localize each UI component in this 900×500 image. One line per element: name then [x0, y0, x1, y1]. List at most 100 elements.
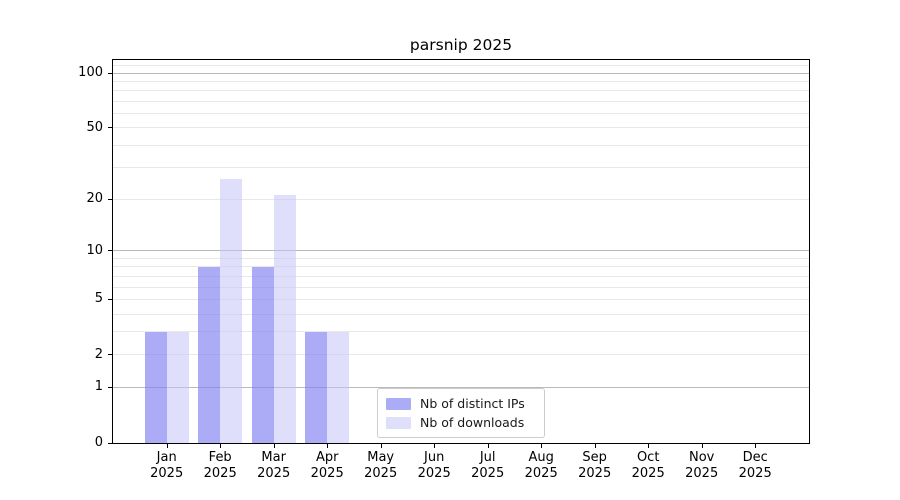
y-minor-gridline [113, 286, 809, 288]
y-minor-gridline [113, 100, 809, 102]
y-minor-gridline [113, 90, 809, 92]
y-tick-mark [108, 442, 113, 444]
x-tick-month: Oct [636, 450, 660, 465]
bar-ips-feb [198, 266, 221, 443]
x-tick-mark [166, 444, 168, 448]
x-tick-label-jan: Jan 2025 [150, 450, 183, 481]
y-minor-gridline [113, 144, 809, 146]
x-tick-mark [220, 444, 222, 448]
x-tick-year: 2025 [364, 465, 398, 481]
x-tick-mark [541, 444, 543, 448]
y-minor-gridline [113, 298, 809, 300]
x-tick-month: Aug [528, 450, 554, 465]
y-tick-label: 50 [86, 119, 103, 135]
y-tick-mark [108, 298, 113, 300]
y-major-gridline [113, 386, 809, 388]
x-tick-year: 2025 [524, 465, 558, 481]
y-minor-gridline [113, 65, 809, 67]
y-tick-label: 10 [86, 242, 103, 258]
x-tick-label-aug: Aug 2025 [525, 450, 558, 481]
x-tick-year: 2025 [417, 465, 451, 481]
x-tick-year: 2025 [471, 465, 505, 481]
bar-ips-jan [144, 331, 167, 443]
bar-ips-mar [251, 266, 274, 443]
legend-label: Nb of distinct IPs [420, 396, 525, 411]
y-tick-mark [108, 386, 113, 388]
y-minor-gridline [113, 198, 809, 200]
legend: Nb of distinct IPs Nb of downloads [377, 388, 545, 438]
x-tick-month: Apr [315, 450, 339, 465]
y-tick-mark [108, 198, 113, 200]
x-tick-month: Jun [424, 450, 445, 465]
x-tick-label-jun: Jun 2025 [418, 450, 451, 481]
x-tick-mark [594, 444, 596, 448]
x-tick-mark [755, 444, 757, 448]
y-minor-gridline [113, 257, 809, 259]
plot-area [112, 59, 810, 444]
y-tick-label: 0 [94, 435, 103, 450]
x-tick-label-nov: Nov 2025 [685, 450, 718, 481]
x-tick-month: Dec [742, 450, 768, 465]
y-minor-gridline [113, 331, 809, 333]
y-tick-mark [108, 72, 113, 74]
y-tick-mark [108, 250, 113, 252]
bar-ips-apr [305, 331, 328, 443]
x-tick-month: May [367, 450, 395, 465]
legend-entry: Nb of distinct IPs [386, 396, 536, 411]
x-tick-mark [327, 444, 329, 448]
x-tick-mark [380, 444, 382, 448]
y-minor-gridline [113, 127, 809, 129]
x-tick-label-sep: Sep 2025 [578, 450, 611, 481]
x-tick-month: Nov [689, 450, 715, 465]
x-tick-month: Mar [261, 450, 286, 465]
x-tick-year: 2025 [685, 465, 719, 481]
bar-downloads-apr [327, 331, 350, 443]
legend-entry: Nb of downloads [386, 415, 536, 430]
x-tick-mark [701, 444, 703, 448]
x-tick-label-mar: Mar 2025 [257, 450, 290, 481]
y-tick-label: 2 [94, 346, 103, 362]
legend-swatch [386, 397, 411, 410]
y-major-gridline [113, 72, 809, 74]
x-tick-year: 2025 [257, 465, 291, 481]
y-minor-gridline [113, 313, 809, 315]
bar-downloads-mar [273, 195, 296, 443]
x-tick-mark [273, 444, 275, 448]
bar-downloads-feb [220, 178, 243, 443]
y-tick-label: 20 [86, 191, 103, 206]
y-tick-mark [108, 354, 113, 356]
legend-label: Nb of downloads [420, 415, 525, 430]
y-minor-gridline [113, 266, 809, 268]
x-tick-label-jul: Jul 2025 [471, 450, 504, 481]
bar-downloads-jan [166, 331, 189, 443]
x-tick-label-apr: Apr 2025 [311, 450, 344, 481]
y-tick-label: 1 [94, 379, 103, 395]
y-minor-gridline [113, 275, 809, 277]
x-tick-label-dec: Dec 2025 [739, 450, 772, 481]
x-tick-label-may: May 2025 [364, 450, 397, 481]
x-tick-year: 2025 [631, 465, 665, 481]
x-tick-month: Sep [582, 450, 607, 465]
x-tick-label-feb: Feb 2025 [204, 450, 237, 481]
x-tick-month: Feb [208, 450, 232, 465]
x-tick-label-oct: Oct 2025 [632, 450, 665, 481]
x-tick-year: 2025 [578, 465, 612, 481]
x-tick-mark [648, 444, 650, 448]
y-tick-mark [108, 127, 113, 129]
x-tick-month: Jul [479, 450, 496, 465]
x-tick-month: Jan [156, 450, 177, 465]
x-tick-year: 2025 [150, 465, 184, 481]
y-minor-gridline [113, 113, 809, 115]
chart-title: parsnip 2025 [409, 36, 513, 54]
legend-swatch [386, 416, 411, 429]
x-tick-year: 2025 [738, 465, 772, 481]
x-tick-mark [487, 444, 489, 448]
x-tick-year: 2025 [203, 465, 237, 481]
y-minor-gridline [113, 167, 809, 169]
y-tick-label: 5 [94, 291, 103, 307]
x-tick-year: 2025 [310, 465, 344, 481]
y-minor-gridline [113, 354, 809, 356]
y-minor-gridline [113, 80, 809, 82]
y-tick-label: 100 [78, 65, 103, 81]
